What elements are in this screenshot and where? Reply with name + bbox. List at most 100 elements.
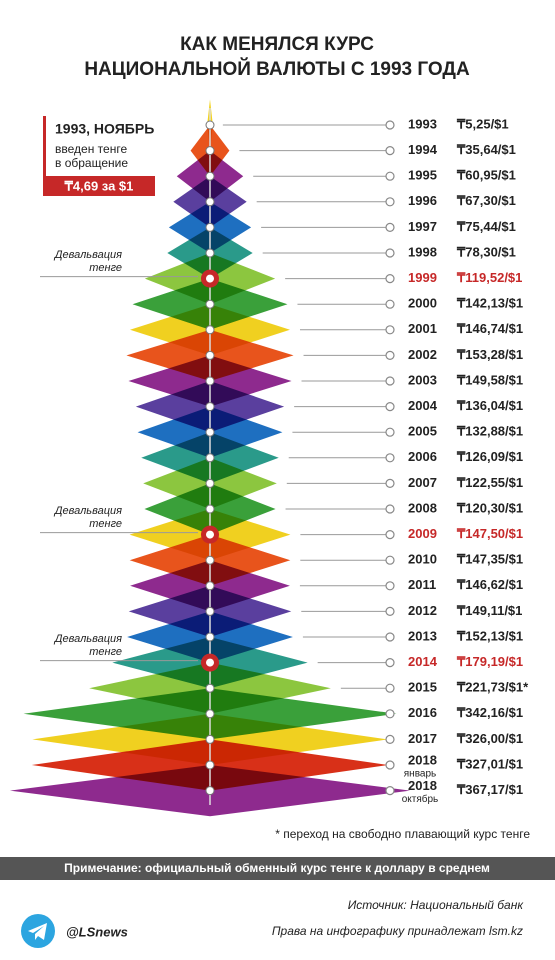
axis-dot: [205, 734, 215, 744]
axis-dot: [205, 171, 215, 181]
axis-dot: [205, 222, 215, 232]
intro-heading: 1993, НОЯБРЬ: [55, 121, 154, 137]
telegram-icon: [21, 914, 55, 948]
value-label: ₸75,44/$1: [456, 219, 516, 234]
connector-dot: [385, 504, 395, 514]
year-label: 2018: [408, 752, 437, 767]
axis-dot: [205, 350, 215, 360]
connector-dot: [385, 274, 395, 284]
year-label: 1998: [408, 244, 437, 259]
title-line: КАК МЕНЯЛСЯ КУРС: [180, 34, 374, 55]
year-label: 2007: [408, 475, 437, 490]
value-label: ₸78,30/$1: [456, 244, 516, 259]
connector-dot: [385, 657, 395, 668]
axis-dot: [205, 146, 215, 156]
source: Источник: Национальный банк: [348, 898, 525, 912]
axis-dot: [205, 786, 215, 796]
value-label: ₸153,28/$1: [456, 347, 523, 362]
year-label: 2002: [408, 347, 437, 362]
connector-dot: [385, 555, 395, 565]
value-label: ₸152,13/$1: [456, 628, 523, 643]
axis-dot: [205, 325, 215, 335]
connector-dot: [385, 248, 395, 258]
connector-dot: [385, 171, 395, 181]
axis-dot: [205, 504, 215, 514]
value-label: ₸5,25/$1: [456, 116, 509, 131]
year-label: 2001: [408, 321, 437, 336]
annotation: Девальвация тенге: [54, 504, 122, 530]
connector-dot: [385, 120, 395, 130]
year-label: 2011: [408, 577, 436, 592]
connector-dot: [385, 785, 395, 796]
axis-dot: [205, 581, 215, 591]
connector-dot: [385, 299, 395, 309]
connector-dot: [385, 222, 395, 232]
year-label: 1995: [408, 168, 437, 183]
annotation: Девальвация тенге: [54, 248, 122, 274]
connector-dot: [385, 376, 395, 386]
connector-dot: [385, 478, 395, 488]
year-label: 2016: [408, 705, 437, 720]
axis-dot: [205, 632, 215, 642]
note-bar: [0, 857, 555, 880]
intro-rate-box: [43, 176, 155, 196]
axis-dot: [205, 760, 215, 770]
axis-dot: [205, 478, 215, 488]
telegram-plane: [28, 923, 47, 940]
value-label: ₸149,58/$1: [456, 372, 523, 387]
year-label: 2013: [408, 628, 437, 643]
axis-dot: [205, 120, 215, 130]
value-label: ₸149,11/$1: [456, 603, 522, 618]
connector-dot: [385, 760, 395, 770]
value-label: ₸142,13/$1: [456, 296, 523, 311]
connector-dot: [385, 350, 395, 360]
year-label: 2009: [408, 526, 437, 541]
axis-dot: [205, 555, 215, 565]
year-label: 2015: [408, 680, 437, 695]
axis-dot: [206, 658, 214, 667]
intro-rate: ₸4,69 за $1: [64, 178, 134, 193]
value-label: ₸367,17/$1: [456, 782, 523, 797]
value-label: ₸327,01/$1: [456, 756, 523, 771]
connector-dot: [385, 581, 395, 591]
connector-dot: [385, 402, 395, 412]
year-label: 2008: [408, 500, 437, 515]
value-label: ₸119,52/$1: [456, 270, 522, 285]
axis-dot: [205, 299, 215, 309]
year-label: 2006: [408, 449, 437, 464]
year-label: 2017: [408, 731, 437, 746]
connector-dot: [385, 453, 395, 463]
axis-dot: [205, 427, 215, 437]
year-label: 2014: [408, 654, 438, 669]
year-label: 1999: [408, 270, 437, 285]
year-label: 1993: [408, 116, 437, 131]
value-label: ₸147,50/$1: [456, 526, 523, 541]
value-label: ₸60,95/$1: [456, 168, 516, 183]
axis-dot: [205, 453, 215, 463]
year-label: 2000: [408, 296, 437, 311]
axis-dot: [205, 197, 215, 207]
value-label: ₸132,88/$1: [456, 424, 523, 439]
value-label: ₸221,73/$1*: [456, 680, 529, 695]
annotation: Девальвация тенге: [54, 632, 122, 658]
connector-dot: [385, 427, 395, 437]
year-note: январь: [404, 769, 436, 780]
year-label: 2004: [408, 398, 438, 413]
year-label: 1994: [408, 142, 438, 157]
year-label: 2012: [408, 603, 437, 618]
value-label: ₸67,30/$1: [456, 193, 516, 208]
connector-dot: [385, 632, 395, 642]
year-note: октябрь: [402, 793, 439, 805]
year-label: 2018: [408, 778, 437, 793]
title-line: НАЦИОНАЛЬНОЙ ВАЛЮТЫ С 1993 ГОДА: [84, 58, 470, 80]
handle[interactable]: @LSnews: [66, 924, 128, 939]
axis-dot: [206, 530, 214, 539]
value-label: ₸122,55/$1: [456, 475, 523, 490]
year-label: 2003: [408, 372, 437, 387]
value-label: ₸342,16/$1: [456, 705, 523, 720]
intro-line: в обращение: [55, 156, 128, 170]
connector-dot: [385, 606, 395, 617]
value-label: ₸35,64/$1: [456, 142, 516, 157]
